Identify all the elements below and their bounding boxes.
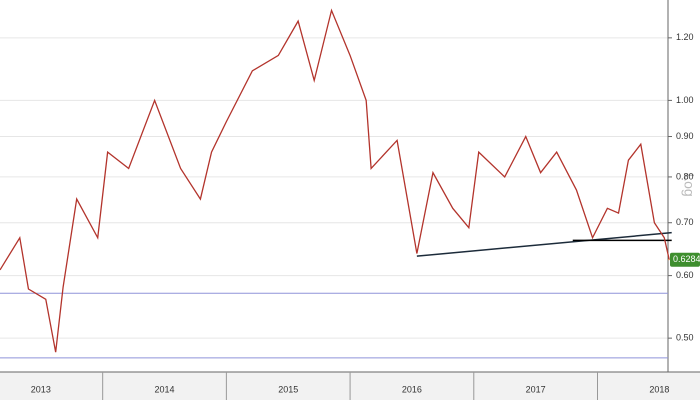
x-tick-label: 2018 — [649, 384, 669, 394]
price-line — [0, 8, 670, 353]
y-tick-label: 0.50 — [676, 333, 694, 343]
x-tick-label: 2013 — [31, 384, 51, 394]
last-price-box — [670, 252, 700, 267]
watermark: Log — [681, 173, 697, 196]
x-tick-label: 2015 — [278, 384, 298, 394]
x-tick-label: 2017 — [526, 384, 546, 394]
last-price-label: 0.6284 — [673, 254, 700, 264]
y-tick-label: 0.90 — [676, 131, 694, 141]
x-tick-label: 2016 — [402, 384, 422, 394]
y-tick-label: 0.80 — [676, 171, 694, 181]
y-tick-label: 1.00 — [676, 95, 694, 105]
x-tick-label: 2014 — [155, 384, 175, 394]
trendline — [416, 231, 672, 257]
y-tick-label: 1.20 — [676, 32, 694, 42]
y-tick-label: 0.70 — [676, 217, 694, 227]
y-tick-label: 0.60 — [676, 270, 694, 280]
